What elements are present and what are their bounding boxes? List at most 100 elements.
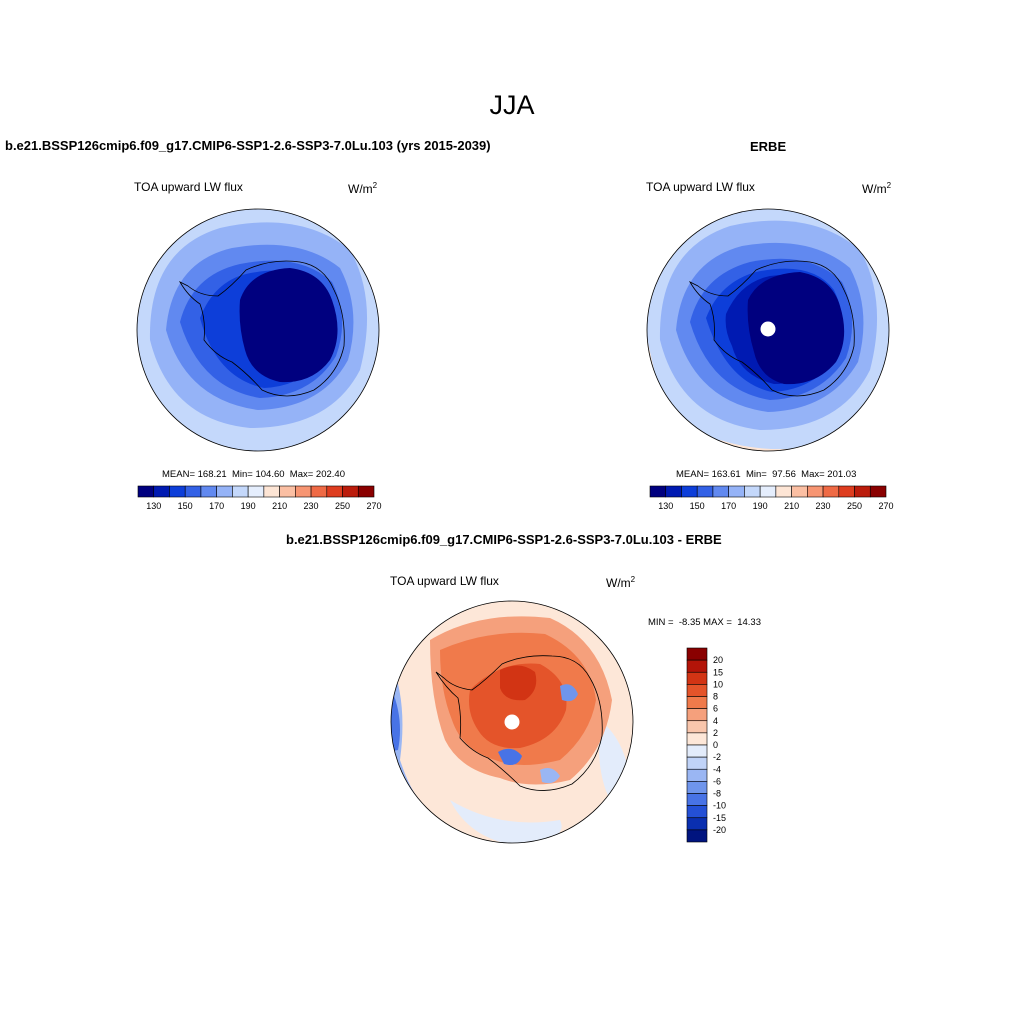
colorbar-diff-swatch (686, 659, 708, 673)
colorbar-model-swatch (357, 485, 375, 498)
colorbar-obs-swatch (696, 485, 714, 498)
colorbar-diff-tick-label: 2 (713, 728, 718, 738)
colorbar-model-swatch (232, 485, 249, 498)
colorbar-diff-swatch (686, 732, 708, 746)
field-band-minus-1b (450, 800, 562, 843)
colorbar-diff-tick-label: -8 (713, 789, 721, 799)
colorbar-obs-tick-label: 250 (847, 501, 862, 511)
colorbar-obs-tick-label: 190 (753, 501, 768, 511)
colorbar-obs-swatch (869, 485, 887, 498)
colorbar-model-tick-label: 190 (241, 501, 256, 511)
colorbar-model-tick-label: 230 (304, 501, 319, 511)
page-title: JJA (489, 90, 535, 120)
colorbar-diff-tick-label: 20 (713, 655, 723, 665)
colorbar-obs-tick-label: 150 (690, 501, 705, 511)
colorbar-diff-tick-label: 10 (713, 679, 723, 689)
colorbar-obs-swatch (649, 485, 667, 498)
colorbar-diff-swatch (686, 817, 708, 831)
colorbar-model-swatch (216, 485, 233, 498)
units-label-model: W/m2 (348, 181, 378, 196)
units-label-diff: W/m2 (606, 575, 636, 590)
colorbar-obs-swatch (759, 485, 777, 498)
colorbar-diff-swatch (686, 720, 708, 734)
panel-title-model: b.e21.BSSP126cmip6.f09_g17.CMIP6-SSP1-2.… (5, 138, 491, 153)
field-band-130 (239, 268, 338, 383)
colorbar-model-swatch (137, 485, 155, 498)
field-band-130 (747, 272, 845, 385)
colorbar-diff-tick-label: -6 (713, 776, 721, 786)
colorbar-obs-swatch (822, 485, 840, 498)
colorbar-model: 130 150 170 190 210 230 250 270 (137, 485, 382, 511)
colorbar-model-tick-label: 210 (272, 501, 287, 511)
colorbar-model-swatch (263, 485, 280, 498)
field-band-8-10 (469, 663, 567, 749)
units-label-obs: W/m2 (862, 181, 892, 196)
colorbar-obs-swatch (775, 485, 792, 498)
colorbar-diff-swatch (686, 647, 708, 661)
missing-data-pole (760, 321, 776, 337)
colorbar-model-swatch (326, 485, 343, 498)
colorbar-model-swatch (200, 485, 217, 498)
panel-title-diff: b.e21.BSSP126cmip6.f09_g17.CMIP6-SSP1-2.… (286, 532, 722, 547)
coastline-diff (435, 655, 603, 791)
colorbar-obs-tick-label: 270 (878, 501, 893, 511)
polar-map-obs (646, 208, 890, 452)
colorbar-obs-tick-label: 210 (784, 501, 799, 511)
map-border-diff (390, 600, 634, 844)
colorbar-model-swatch (153, 485, 170, 498)
colorbar-diff-swatch (686, 744, 708, 758)
colorbar-diff-tick-label: 4 (713, 716, 718, 726)
colorbar-model-tick-label: 250 (335, 501, 350, 511)
colorbar-obs-swatch (728, 485, 745, 498)
colorbar-model-swatch (169, 485, 186, 498)
colorbar-model-swatch (295, 485, 312, 498)
colorbar-obs-swatch (854, 485, 871, 498)
colorbar-obs-swatch (712, 485, 729, 498)
colorbar-diff-tick-label: 0 (713, 740, 718, 750)
colorbar-obs: 130 150 170 190 210 230 250 270 (649, 485, 894, 511)
colorbar-obs-swatch (665, 485, 682, 498)
colorbar-diff-tick-label: 8 (713, 692, 718, 702)
map-border-model (136, 208, 380, 452)
colorbar-diff-tick-label: -4 (713, 764, 721, 774)
colorbar-diff-swatch (686, 671, 708, 685)
variable-label-obs: TOA upward LW flux (646, 180, 755, 194)
variable-label-diff: TOA upward LW flux (390, 574, 499, 588)
panel-title-obs: ERBE (750, 139, 787, 154)
colorbar-diff-swatch (686, 781, 708, 794)
colorbar-diff-swatch (686, 684, 708, 697)
colorbar-model-swatch (247, 485, 265, 498)
polar-map-diff (390, 600, 634, 844)
field-band-minus-8b (498, 748, 522, 765)
colorbar-diff-swatch (686, 696, 708, 709)
field-band-minus-4b (540, 768, 560, 784)
stats-line-diff: MIN = -8.35 MAX = 14.33 (648, 617, 761, 628)
colorbar-diff-swatch (686, 768, 708, 782)
stats-line-obs: MEAN= 163.61 Min= 97.56 Max= 201.03 (676, 469, 857, 480)
colorbar-model-tick-label: 130 (146, 501, 161, 511)
colorbar-obs-swatch (681, 485, 698, 498)
polar-map-model (136, 208, 380, 452)
colorbar-obs-swatch (838, 485, 855, 498)
colorbar-model-swatch (279, 485, 296, 498)
colorbar-diff-tick-label: 6 (713, 704, 718, 714)
colorbar-obs-swatch (807, 485, 824, 498)
colorbar-diff-swatch (686, 805, 708, 819)
colorbar-model-swatch (342, 485, 359, 498)
coastline-model (178, 260, 345, 397)
stats-line-model: MEAN= 168.21 Min= 104.60 Max= 202.40 (162, 469, 345, 480)
colorbar-diff-swatch (686, 708, 708, 722)
coastline-obs (688, 260, 855, 397)
field-band-minus-6 (560, 684, 578, 702)
colorbar-model-tick-label: 270 (366, 501, 381, 511)
colorbar-obs-swatch (791, 485, 808, 498)
colorbar-obs-tick-label: 130 (658, 501, 673, 511)
variable-label-model: TOA upward LW flux (134, 180, 243, 194)
colorbar-diff-tick-label: 15 (713, 667, 723, 677)
missing-data-pole (504, 714, 520, 730)
colorbar-model-swatch (310, 485, 328, 498)
colorbar-model-tick-label: 150 (178, 501, 193, 511)
field-band-minus-8 (391, 690, 400, 752)
